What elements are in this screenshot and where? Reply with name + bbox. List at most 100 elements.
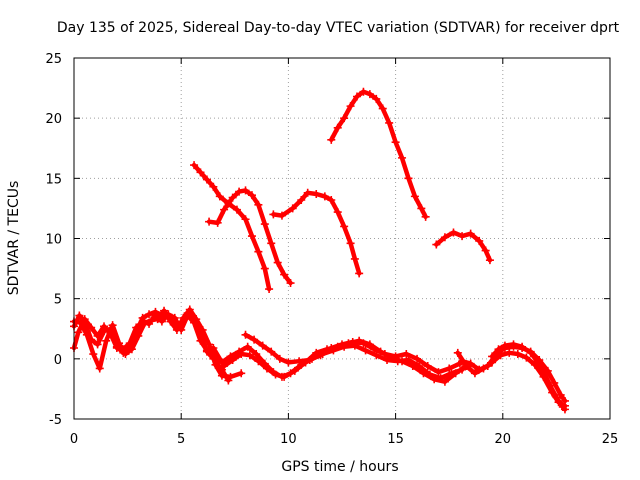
data-point-marker	[340, 114, 349, 123]
data-point-marker	[202, 346, 211, 355]
data-point-marker	[273, 258, 282, 267]
data-point-marker	[138, 317, 147, 326]
series-line	[71, 312, 225, 365]
x-tick-label: 15	[387, 432, 404, 447]
data-point-marker	[387, 353, 396, 362]
data-point-marker	[102, 336, 111, 345]
data-point-marker	[258, 341, 267, 350]
data-point-marker	[440, 377, 449, 386]
data-point-marker	[483, 362, 492, 371]
data-point-marker	[157, 317, 166, 326]
data-point-marker	[513, 350, 522, 359]
data-point-marker	[419, 369, 428, 378]
data-point-marker	[183, 311, 192, 320]
data-point-marker	[75, 311, 84, 320]
data-point-marker	[466, 359, 475, 368]
data-series	[70, 87, 569, 414]
data-point-marker	[423, 362, 432, 371]
data-point-marker	[145, 319, 154, 328]
data-point-marker	[494, 345, 503, 354]
data-point-marker	[254, 247, 263, 256]
data-point-marker	[327, 135, 336, 144]
data-point-marker	[430, 375, 439, 384]
data-point-marker	[458, 357, 467, 366]
data-point-marker	[211, 360, 220, 369]
data-point-marker	[361, 346, 370, 355]
data-point-marker	[509, 340, 518, 349]
data-point-marker	[254, 200, 263, 209]
x-tick-label: 25	[602, 432, 619, 447]
data-point-marker	[385, 118, 394, 127]
data-point-marker	[556, 390, 565, 399]
data-point-marker	[286, 279, 295, 288]
data-point-marker	[196, 336, 205, 345]
data-point-marker	[421, 212, 430, 221]
data-point-marker	[466, 229, 475, 238]
data-point-marker	[247, 232, 256, 241]
data-point-marker	[108, 321, 117, 330]
y-tick-label: 10	[45, 233, 62, 248]
series-trace-3	[70, 310, 226, 367]
data-point-marker	[475, 236, 484, 245]
y-tick-label: 15	[45, 172, 62, 187]
data-point-marker	[95, 364, 104, 373]
data-point-marker	[485, 256, 494, 265]
data-point-marker	[288, 204, 297, 213]
data-point-marker	[320, 192, 329, 201]
series-arc-b	[205, 186, 295, 288]
y-tick-label: 5	[54, 293, 62, 308]
chart-title: Day 135 of 2025, Sidereal Day-to-day VTE…	[57, 20, 620, 36]
data-point-marker	[74, 328, 83, 337]
data-point-marker	[164, 310, 173, 319]
data-point-marker	[333, 208, 342, 217]
data-point-marker	[205, 217, 214, 226]
data-point-marker	[190, 318, 199, 327]
data-point-marker	[398, 153, 407, 162]
data-point-marker	[237, 369, 246, 378]
data-point-marker	[353, 92, 362, 101]
data-point-marker	[539, 366, 548, 375]
data-point-marker	[265, 285, 274, 294]
data-point-marker	[376, 347, 385, 356]
data-point-marker	[220, 205, 229, 214]
data-point-marker	[303, 188, 312, 197]
data-point-marker	[344, 339, 353, 348]
x-tick-label: 5	[177, 432, 185, 447]
data-point-marker	[500, 341, 509, 350]
data-point-marker	[217, 371, 226, 380]
data-point-marker	[378, 104, 387, 113]
data-point-marker	[518, 342, 527, 351]
data-point-marker	[475, 365, 484, 374]
data-point-marker	[301, 358, 310, 367]
data-point-marker	[271, 370, 280, 379]
data-point-marker	[277, 211, 286, 220]
data-point-marker	[112, 344, 121, 353]
data-point-marker	[250, 335, 259, 344]
data-point-marker	[241, 186, 250, 195]
data-point-marker	[359, 87, 368, 96]
data-point-marker	[560, 396, 569, 405]
x-axis-title: GPS time / hours	[281, 459, 398, 475]
series-arc-a	[190, 161, 274, 294]
data-point-marker	[267, 239, 276, 248]
y-axis-title: SDTVAR / TECUs	[6, 181, 22, 296]
data-point-marker	[228, 193, 237, 202]
series-trace-6	[220, 336, 471, 386]
x-tick-label: 20	[495, 432, 512, 447]
data-point-marker	[533, 357, 542, 366]
data-point-marker	[228, 356, 237, 365]
data-point-marker	[190, 161, 199, 170]
data-point-marker	[451, 369, 460, 378]
data-point-marker	[350, 254, 359, 263]
x-tick-label: 0	[70, 432, 78, 447]
data-point-marker	[209, 350, 218, 359]
data-point-marker	[391, 138, 400, 147]
data-point-marker	[275, 354, 284, 363]
data-point-marker	[458, 232, 467, 241]
data-point-marker	[151, 311, 160, 320]
data-point-marker	[245, 351, 254, 360]
data-point-marker	[280, 372, 289, 381]
data-point-marker	[267, 347, 276, 356]
data-point-marker	[262, 364, 271, 373]
